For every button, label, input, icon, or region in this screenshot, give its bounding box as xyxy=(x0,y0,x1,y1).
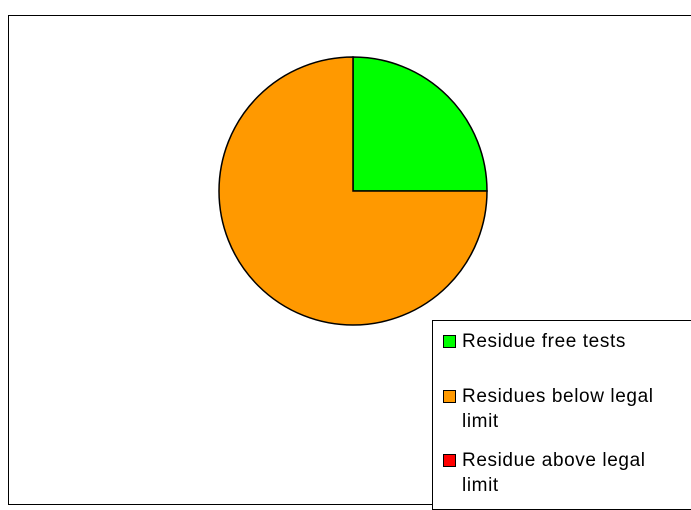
legend-entry: Residues below legal limit xyxy=(443,384,667,434)
legend-swatch xyxy=(443,390,456,403)
legend: Residue free tests Residues below legal l… xyxy=(432,320,691,510)
legend-label: Residue above legal limit xyxy=(462,450,646,496)
pie-slice xyxy=(352,56,488,192)
legend-entry: Residue above legal limit xyxy=(443,448,667,498)
legend-swatch xyxy=(443,454,456,467)
pie-slice xyxy=(218,56,488,326)
legend-entry: Residue free tests xyxy=(443,329,667,354)
legend-label: Residue free tests xyxy=(462,331,626,352)
legend-swatch xyxy=(443,335,456,348)
legend-label: Residues below legal limit xyxy=(462,386,654,432)
